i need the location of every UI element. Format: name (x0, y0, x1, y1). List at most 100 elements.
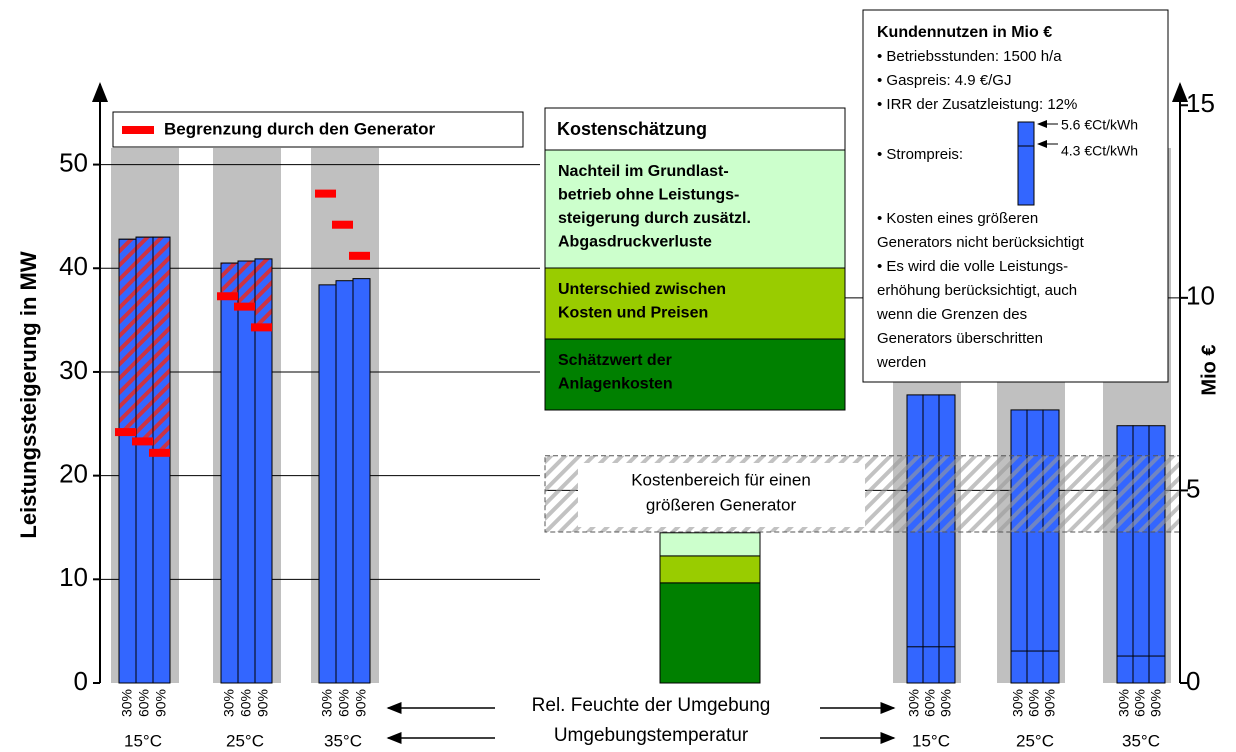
y2-tick-label: 15 (1186, 88, 1215, 118)
bar (335, 280, 354, 684)
bar (922, 394, 940, 684)
info-note: erhöhung berücksichtigt, auch (877, 282, 1077, 299)
subcategory-label: 60% (238, 689, 254, 717)
bar (1042, 409, 1060, 684)
legend-label: Begrenzung durch den Generator (164, 119, 435, 138)
category-label: 25°C (1016, 731, 1054, 750)
limit-marker (315, 189, 336, 198)
category-label: 35°C (324, 731, 362, 750)
cost-segment (659, 555, 761, 584)
y2-tick-label: 10 (1186, 281, 1215, 311)
subcategory-label: 30% (1010, 689, 1026, 717)
y-tick-label: 10 (59, 562, 88, 592)
category-label: 15°C (124, 731, 162, 750)
bar (318, 284, 337, 684)
legend-swatch (122, 126, 154, 134)
subcategory-label: 30% (221, 689, 237, 717)
excess-hatch (152, 236, 171, 454)
subcategory-label: 30% (1116, 689, 1132, 717)
info-box (862, 9, 1169, 383)
limit-marker (115, 428, 136, 437)
info-note: Generators überschritten (877, 330, 1043, 347)
info-note: werden (876, 354, 926, 371)
subcategory-label: 90% (1148, 689, 1164, 717)
legend-row (544, 149, 846, 269)
subcategory-label: 30% (119, 689, 135, 717)
legend-label: Kosten und Preisen (558, 305, 708, 322)
legend-box (112, 111, 524, 148)
category-label: 25°C (226, 731, 264, 750)
y2-axis-label: Mio € (1198, 344, 1220, 395)
legend-label: Unterschied zwischen (558, 281, 726, 298)
axis-note: Rel. Feuchte der Umgebung (532, 695, 771, 716)
price-label: 4.3 €Ct/kWh (1061, 143, 1138, 159)
subcategory-label: 90% (353, 689, 369, 717)
subcategory-label: 60% (336, 689, 352, 717)
limit-marker (149, 448, 170, 457)
legend-title-box (544, 107, 846, 151)
legend-label: Anlagenkosten (558, 376, 673, 393)
info-title: Kundennutzen in Mio € (877, 24, 1052, 41)
cost-segment (659, 582, 761, 684)
axis-note: Umgebungstemperatur (554, 725, 749, 746)
subcategory-label: 30% (319, 689, 335, 717)
excess-hatch (135, 236, 154, 442)
info-note: • Kosten eines größeren (877, 210, 1038, 227)
category-label: 15°C (912, 731, 950, 750)
info-line: • Betriebsstunden: 1500 h/a (877, 48, 1062, 65)
limit-marker (349, 251, 370, 260)
range-label: Kostenbereich für einen (631, 470, 811, 489)
info-line: • IRR der Zusatzleistung: 12% (877, 96, 1077, 113)
info-line: • Strompreis: (877, 146, 963, 163)
bar (352, 278, 371, 684)
legend-label: Nachteil im Grundlast- (558, 163, 729, 180)
limit-marker (132, 437, 153, 446)
excess-hatch (237, 260, 256, 308)
legend-title: Kostenschätzung (557, 119, 707, 139)
limit-marker (251, 323, 272, 332)
info-note: wenn die Grenzen des (876, 306, 1027, 323)
info-note: • Es wird die volle Leistungs- (877, 258, 1068, 275)
y-tick-label: 40 (59, 251, 88, 281)
info-note: Generators nicht berücksichtigt (877, 234, 1085, 251)
bar (220, 262, 239, 684)
y2-tick-label: 5 (1186, 473, 1200, 503)
y-tick-label: 20 (59, 459, 88, 489)
limit-marker (217, 292, 238, 301)
y-axis-label: Leistungssteigerung in MW (16, 251, 41, 538)
legend-label: Abgasdruckverluste (558, 234, 712, 251)
range-label-box (578, 463, 865, 527)
legend-label: steigerung durch zusätzl. (558, 210, 751, 227)
subcategory-label: 60% (136, 689, 152, 717)
bar (938, 394, 956, 684)
category-label: 35°C (1122, 731, 1160, 750)
y-tick-label: 50 (59, 147, 88, 177)
subcategory-label: 90% (1042, 689, 1058, 717)
cost-segment (659, 532, 761, 557)
range-label: größeren Generator (646, 495, 797, 514)
excess-hatch (254, 258, 273, 328)
legend-label: Schätzwert der (558, 352, 672, 369)
subcategory-label: 90% (255, 689, 271, 717)
subcategory-label: 60% (1026, 689, 1042, 717)
limit-marker (332, 220, 353, 229)
y2-tick-label: 0 (1186, 666, 1200, 696)
excess-hatch (220, 262, 239, 297)
subcategory-label: 90% (153, 689, 169, 717)
excess-hatch (118, 238, 137, 433)
info-line: • Gaspreis: 4.9 €/GJ (877, 72, 1011, 89)
subcategory-label: 60% (1132, 689, 1148, 717)
limit-marker (234, 302, 255, 311)
bar (1010, 409, 1028, 684)
price-label: 5.6 €Ct/kWh (1061, 117, 1138, 133)
legend-label: betrieb ohne Leistungs- (558, 187, 739, 204)
subcategory-label: 30% (906, 689, 922, 717)
price-bar (1017, 121, 1035, 206)
legend-row (544, 267, 846, 340)
subcategory-label: 90% (938, 689, 954, 717)
bar (906, 394, 924, 684)
y-tick-label: 0 (74, 666, 88, 696)
subcategory-label: 60% (922, 689, 938, 717)
bar (1026, 409, 1044, 684)
